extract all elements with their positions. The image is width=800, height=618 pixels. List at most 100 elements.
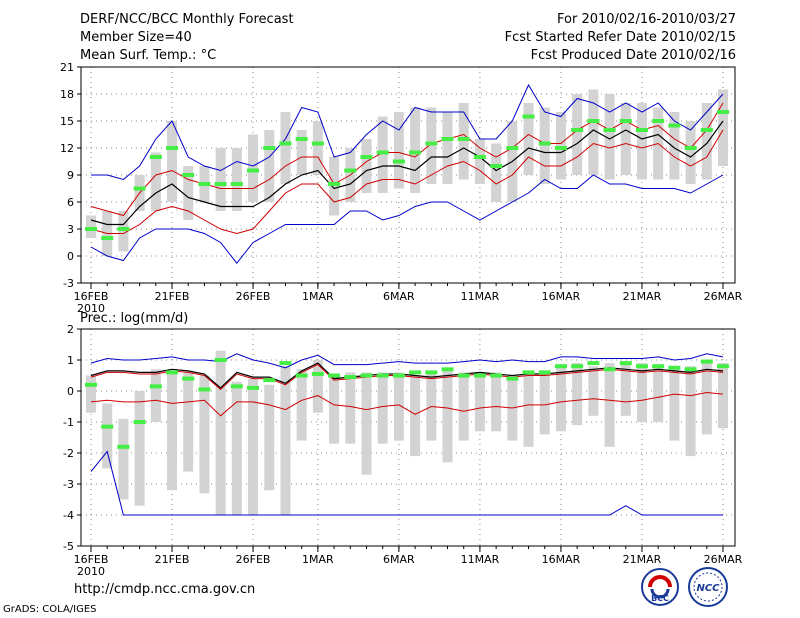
temp-box [150, 152, 161, 211]
temp-box [167, 121, 178, 202]
prec-box [555, 366, 566, 432]
prec-box [167, 372, 178, 491]
prec-box [669, 366, 680, 441]
prec-box [199, 375, 210, 494]
prec-series-p25 [90, 391, 724, 417]
prec-median-mark [490, 373, 503, 378]
temp-median-mark [85, 227, 97, 231]
temp-box [296, 130, 307, 175]
temp-series-p75 [90, 102, 724, 217]
temp-ytick-label: -3 [63, 277, 74, 290]
temp-box [604, 94, 615, 180]
prec-median-mark [344, 375, 357, 380]
prec-median-mark [425, 370, 438, 375]
member-size: Member Size=40 [80, 30, 192, 45]
temp-median-mark [490, 164, 503, 168]
temp-median-mark [457, 137, 470, 141]
prec-median-mark [133, 420, 146, 424]
temp-box [215, 148, 226, 211]
chart-title: DERF/NCC/BCC Monthly Forecast [80, 12, 294, 27]
temp-median-mark [230, 182, 243, 186]
prec-median-mark [85, 382, 97, 387]
prec-xtick-label: 26FEB [236, 553, 271, 566]
temp-median-mark [392, 159, 405, 164]
temp-box [539, 107, 550, 184]
prec-median-mark [376, 373, 389, 378]
temp-box [248, 134, 259, 202]
temp-box [410, 107, 421, 193]
temp-box [86, 215, 96, 238]
temp-box [329, 157, 340, 216]
temp-ytick-label: 21 [60, 61, 74, 74]
prec-xtick-label: 26MAR [704, 553, 743, 566]
temp-median-mark [360, 155, 373, 159]
prec-xtick-label: 11MAR [461, 553, 500, 566]
prec-box [377, 372, 388, 444]
prec-series-mean [90, 362, 724, 389]
bcc-logo-text: BCC [651, 594, 669, 603]
prec-median-mark [166, 370, 179, 375]
temp-box [718, 89, 728, 166]
temp-xtick-label: 26FEB [236, 290, 271, 303]
prec-box [410, 375, 421, 457]
prec-series-upper [90, 353, 724, 369]
temp-xtick-label: 16FEB [74, 290, 109, 303]
prec-median-mark [473, 373, 486, 378]
temp-box [442, 112, 453, 184]
temp-series-upper [91, 83, 724, 181]
prec-box [345, 372, 356, 444]
prec-box [296, 369, 307, 441]
temp-box [701, 103, 712, 180]
temp-median-mark [587, 119, 600, 123]
temp-median-mark [425, 141, 438, 146]
bcc-logo: BCC [641, 568, 679, 606]
prec-median-mark [717, 364, 729, 369]
temp-ytick-label: 3 [67, 223, 74, 236]
prec-xtick-label: 16FEB [74, 553, 109, 566]
prec-median-mark [506, 376, 519, 381]
prec-frame [80, 328, 736, 547]
temp-ytick-label: 15 [60, 115, 74, 128]
logos: BCC NCC [641, 567, 728, 607]
prec-box [653, 366, 664, 422]
prec-box [86, 375, 96, 413]
prec-box [183, 372, 194, 472]
prec-ytick-label: -3 [63, 478, 74, 491]
temp-box [118, 211, 129, 252]
prec-xtick-label: 1MAR [302, 553, 334, 566]
prec-box [215, 350, 226, 515]
prec-box [264, 384, 275, 491]
temp-box [377, 116, 388, 193]
produced-date: Fcst Produced Date 2010/02/16 [530, 48, 736, 63]
temp-series-lower [90, 174, 724, 265]
temp-median-mark [101, 236, 114, 240]
prec-ytick-label: -4 [63, 509, 74, 522]
temp-xtick-label: 21FEB [155, 290, 190, 303]
prec-box [718, 363, 728, 429]
temp-median-mark [311, 141, 324, 146]
prec-box [312, 360, 323, 413]
temp-median-mark [166, 146, 179, 150]
prec-box [539, 372, 550, 435]
prec-box [523, 372, 534, 447]
prec-median-mark [554, 364, 567, 369]
temp-median-mark [279, 141, 292, 146]
prec-median-mark [279, 361, 292, 366]
prec-box [393, 372, 404, 441]
temp-median-mark [182, 173, 195, 177]
prec-median-mark [328, 373, 341, 378]
temp-box [264, 130, 275, 202]
prec-median-mark [635, 364, 648, 369]
prec-box [572, 363, 583, 426]
prec-median-mark [603, 367, 616, 372]
source-url[interactable]: http://cmdp.ncc.cma.gov.cn [74, 582, 256, 597]
temp-median-mark [247, 168, 260, 173]
temp-box [183, 166, 194, 220]
prec-box [329, 375, 340, 444]
temp-box [474, 139, 485, 184]
temp-median-mark [668, 123, 681, 128]
prec-box [134, 391, 145, 506]
temp-median-mark [263, 146, 276, 150]
temp-median-mark [117, 227, 130, 231]
